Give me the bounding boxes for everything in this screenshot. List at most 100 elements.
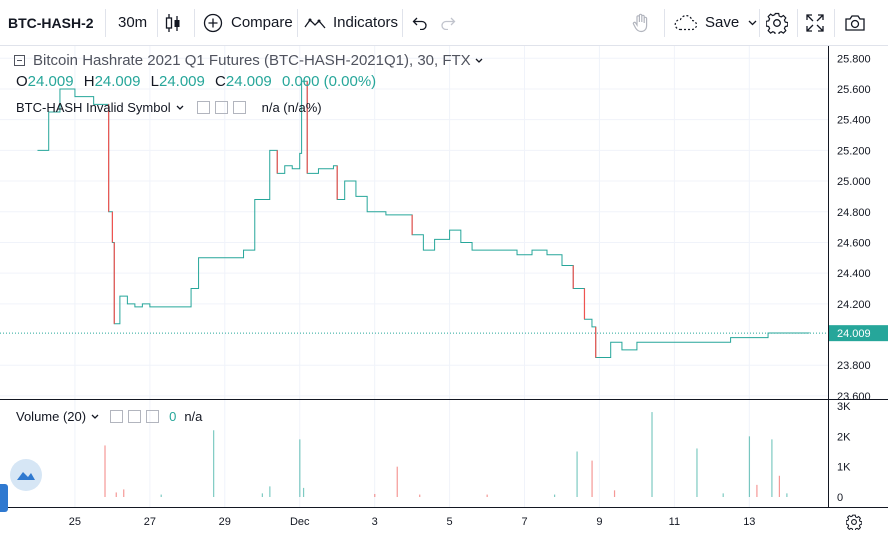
fullscreen-icon [806,13,824,32]
time-tick-label: 13 [743,516,755,528]
overlay-indicator-label: BTC-HASH Invalid Symbol [16,100,171,115]
volume-indicator-legend[interactable]: Volume (20) 0 n/a [16,409,202,424]
plus-circle-icon [203,13,223,33]
volume-bar [374,493,376,497]
open-value: 24.009 [27,73,74,90]
volume-bar [261,493,263,497]
price-tick-label: 25.400 [837,115,871,127]
toolbar-divider [157,9,158,37]
undo-button[interactable] [412,0,432,45]
time-axis-settings-button[interactable] [843,511,865,533]
tradingview-logo[interactable] [10,459,42,491]
chevron-down-icon[interactable] [176,105,184,111]
volume-bar [756,484,758,497]
symbol-search-button[interactable]: BTC-HASH-2 [8,0,100,45]
last-price-badge [829,325,888,342]
price-series [0,80,828,359]
volume-indicator-label: Volume (20) [16,409,87,424]
interval-button[interactable]: 30m [118,0,150,45]
fullscreen-button[interactable] [806,0,828,45]
price-tick-label: 25.800 [837,53,871,65]
toolbar-divider [759,9,760,37]
volume-bar [778,475,780,497]
open-key: O [16,73,28,90]
time-tick-label: 3 [372,516,378,528]
toolbar-divider [297,9,298,37]
redo-icon [440,16,456,30]
series-title[interactable]: Bitcoin Hashrate 2021 Q1 Futures (BTC-HA… [33,52,471,69]
settings-button[interactable] [766,0,790,45]
volume-bar [396,466,398,497]
volume-bar [299,439,301,497]
sidebar-toggle-tab[interactable] [0,484,8,512]
volume-bar [419,494,421,497]
volume-value-zero: 0 [169,409,177,424]
axes: 25.800 25.600 25.400 25.200 25.000 24.800 24.6… [0,46,888,528]
change-value: 0.000 (0.00%) [281,73,377,90]
indicators-icon [304,13,326,33]
gear-icon [846,514,862,530]
chart-style-button[interactable] [164,0,188,45]
time-tick-label: 27 [144,516,156,528]
overlay-indicator-value: n/a (n/a%) [261,100,322,115]
toolbar-divider [797,9,798,37]
indicators-button[interactable]: Indicators [304,0,399,45]
volume-bar [553,494,556,497]
price-line [37,80,810,359]
eye-icon[interactable] [196,101,210,114]
volume-bar [651,412,653,497]
chevron-down-icon[interactable] [91,414,99,420]
hand-tool-button[interactable] [632,0,656,45]
price-tick-label: 25.600 [837,84,871,96]
gear-icon[interactable] [128,410,142,423]
compare-label: Compare [231,14,293,31]
volume-bar [786,493,788,497]
volume-bar [123,489,125,497]
top-toolbar: BTC-HASH-2 30m Compare Indicators [0,0,888,46]
save-button[interactable]: Save [674,0,757,45]
toolbar-divider [402,9,403,37]
volume-bar [486,494,488,497]
volume-bar [269,486,271,497]
time-tick-label: Dec [290,516,310,528]
volume-tick-label: 0 [837,492,843,504]
indicators-label: Indicators [333,14,399,31]
interval-label: 30m [118,14,148,31]
price-tick-label: 24.800 [837,207,871,219]
toolbar-divider [834,9,835,37]
low-value: 24.009 [158,73,205,90]
volume-bar [104,445,106,497]
collapse-legend-icon[interactable] [14,55,25,66]
cloud-icon [674,14,698,31]
close-icon[interactable] [146,410,160,423]
price-tick-label: 25.000 [837,176,871,188]
price-tick-label: 25.200 [837,145,871,157]
candles-icon [164,13,182,33]
grid-layer [0,46,828,507]
gear-icon [766,12,788,34]
eye-icon[interactable] [110,410,124,423]
overlay-indicator-legend[interactable]: BTC-HASH Invalid Symbol n/a (n/a%) [16,100,322,115]
price-tick-label: 24.400 [837,268,871,280]
snapshot-button[interactable] [844,0,868,45]
close-icon[interactable] [232,101,246,114]
time-tick-label: 29 [219,516,231,528]
time-tick-label: 11 [669,516,680,528]
volume-value-na: n/a [184,409,203,424]
gear-icon[interactable] [214,101,228,114]
hand-icon [632,13,650,33]
volume-bar [576,451,578,497]
chart-canvas[interactable]: 25.800 25.600 25.400 25.200 25.000 24.800 24.6… [0,46,888,541]
redo-button[interactable] [440,0,460,45]
time-tick-label: 5 [447,516,453,528]
volume-bar [115,492,117,497]
chevron-down-icon [748,20,757,26]
last-price-label: 24.009 [837,328,871,340]
chevron-down-icon[interactable] [475,58,483,64]
close-key: C [215,73,226,90]
volume-bar [771,439,773,497]
price-tick-label: 23.800 [837,360,871,372]
high-key: H [83,73,95,90]
compare-button[interactable]: Compare [203,0,293,45]
price-tick-label: 24.600 [837,237,871,249]
